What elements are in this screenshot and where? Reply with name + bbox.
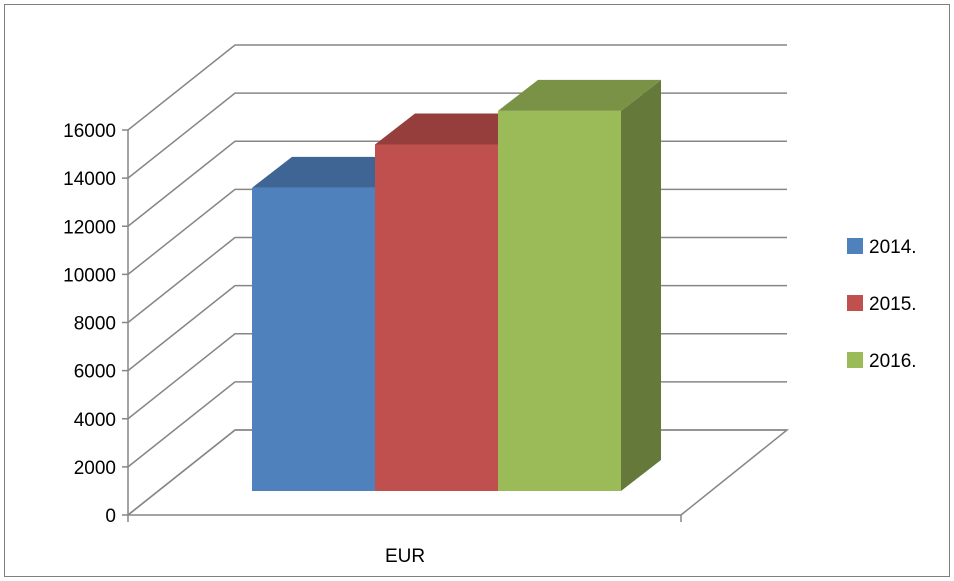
y-tick-label: 0 bbox=[105, 506, 116, 527]
y-tick-label: 10000 bbox=[63, 265, 116, 286]
y-tick-label: 12000 bbox=[63, 217, 116, 238]
legend-label-2014.: 2014. bbox=[869, 237, 917, 258]
bar-top-2014. bbox=[252, 156, 415, 188]
y-tick-label: 4000 bbox=[74, 410, 116, 431]
x-category-label: EUR bbox=[385, 546, 425, 567]
legend-label-2016.: 2016. bbox=[869, 351, 917, 372]
y-tick-label: 8000 bbox=[74, 314, 116, 335]
legend-swatch-2016. bbox=[847, 352, 863, 368]
legend-label-2015.: 2015. bbox=[869, 294, 917, 315]
bar-top-2015. bbox=[375, 113, 538, 145]
y-tick-label: 6000 bbox=[74, 362, 116, 383]
legend-swatch-2015. bbox=[847, 295, 863, 311]
bar-2015.[interactable] bbox=[375, 144, 498, 492]
bar-side-2016. bbox=[621, 79, 661, 491]
y-tick-label: 2000 bbox=[74, 458, 116, 479]
y-tick-label: 16000 bbox=[63, 121, 116, 142]
y-tick-label: 14000 bbox=[63, 169, 116, 190]
bar-top-2016. bbox=[498, 79, 661, 111]
legend-swatch-2014. bbox=[847, 238, 863, 254]
gridline bbox=[127, 44, 787, 131]
bar-2016.[interactable] bbox=[498, 110, 621, 491]
bar-2014.[interactable] bbox=[252, 187, 375, 491]
